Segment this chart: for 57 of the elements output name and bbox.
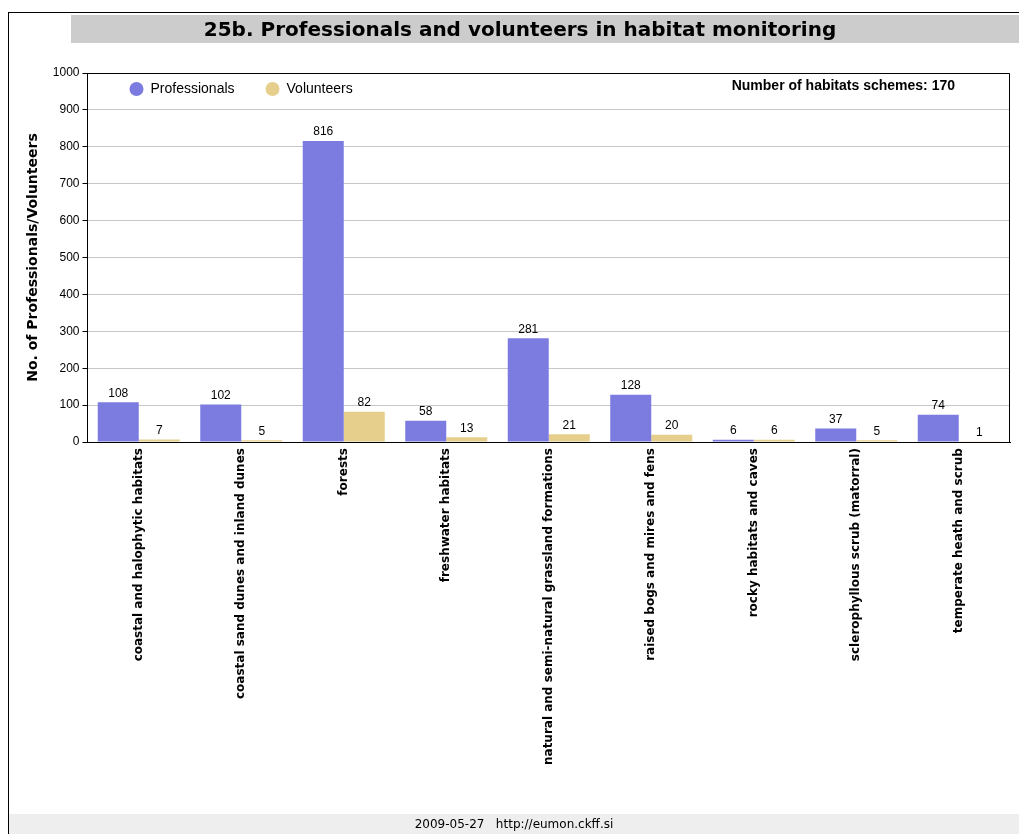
legend-label: Professionals bbox=[150, 79, 235, 96]
data-label: 816 bbox=[313, 124, 334, 139]
data-label: 108 bbox=[108, 385, 129, 400]
data-label: 5 bbox=[873, 423, 881, 438]
data-label: 102 bbox=[210, 387, 232, 402]
data-label: 37 bbox=[829, 411, 843, 426]
chart-title: 25b. Professionals and volunteers in habitat monitoring bbox=[71, 15, 1019, 43]
y-tick-label: 0 bbox=[72, 434, 80, 449]
x-tick-label: freshwater habitats bbox=[438, 448, 453, 583]
text: 2009-05-27 http://eumon.ckff.si bbox=[9, 814, 1019, 834]
data-label: 58 bbox=[419, 403, 433, 418]
data-label: 6 bbox=[770, 423, 778, 438]
y-tick-label: 400 bbox=[59, 286, 80, 301]
y-tick-label: 200 bbox=[59, 360, 80, 375]
x-tick-label: coastal and halophytic habitats bbox=[130, 448, 145, 662]
bar bbox=[507, 338, 549, 442]
x-tick-label: natural and semi-natural grassland formations bbox=[540, 448, 555, 766]
y-tick-label: 900 bbox=[59, 102, 80, 117]
data-label: 6 bbox=[729, 423, 737, 438]
x-tick-label: coastal sand dunes and inland dunes bbox=[233, 448, 248, 700]
bar bbox=[302, 140, 344, 442]
x-tick-label: rocky habitats and caves bbox=[745, 448, 760, 618]
x-tick-label: raised bogs and mires and fens bbox=[643, 448, 658, 661]
x-tick-label: forests bbox=[335, 448, 350, 496]
data-label: 21 bbox=[562, 417, 577, 432]
bar bbox=[138, 439, 180, 442]
bar bbox=[97, 402, 139, 442]
y-tick-label: 800 bbox=[59, 139, 80, 154]
y-tick-label: 500 bbox=[59, 249, 80, 264]
bar bbox=[610, 394, 652, 442]
x-tick-label: sclerophyllous scrub (matorral) bbox=[848, 448, 863, 662]
bar bbox=[815, 428, 857, 442]
bar bbox=[200, 404, 242, 442]
data-label: 82 bbox=[357, 395, 372, 410]
data-label: 281 bbox=[518, 321, 539, 336]
legend-label: Volunteers bbox=[286, 79, 353, 96]
data-label: 128 bbox=[620, 378, 642, 393]
y-axis-title: No. of Professionals/Volunteers bbox=[24, 133, 41, 382]
data-label: 20 bbox=[665, 418, 679, 433]
bar bbox=[548, 434, 590, 442]
bar bbox=[446, 437, 488, 442]
bar bbox=[651, 434, 693, 442]
annotation: Number of habitats schemes: 170 bbox=[731, 76, 956, 93]
bar bbox=[917, 414, 959, 442]
y-tick-label: 1000 bbox=[52, 65, 80, 80]
data-label: 1 bbox=[975, 425, 983, 440]
bar bbox=[405, 420, 447, 442]
data-label: 5 bbox=[258, 423, 266, 438]
x-tick-label: temperate heath and scrub bbox=[950, 447, 965, 634]
y-tick-label: 100 bbox=[59, 397, 80, 412]
data-label: 7 bbox=[155, 422, 163, 437]
data-label: 74 bbox=[931, 398, 946, 413]
y-tick-label: 700 bbox=[59, 176, 80, 191]
data-label: 13 bbox=[460, 420, 474, 435]
y-tick-label: 600 bbox=[59, 212, 80, 227]
y-tick-label: 300 bbox=[59, 323, 80, 338]
bar bbox=[343, 411, 385, 442]
